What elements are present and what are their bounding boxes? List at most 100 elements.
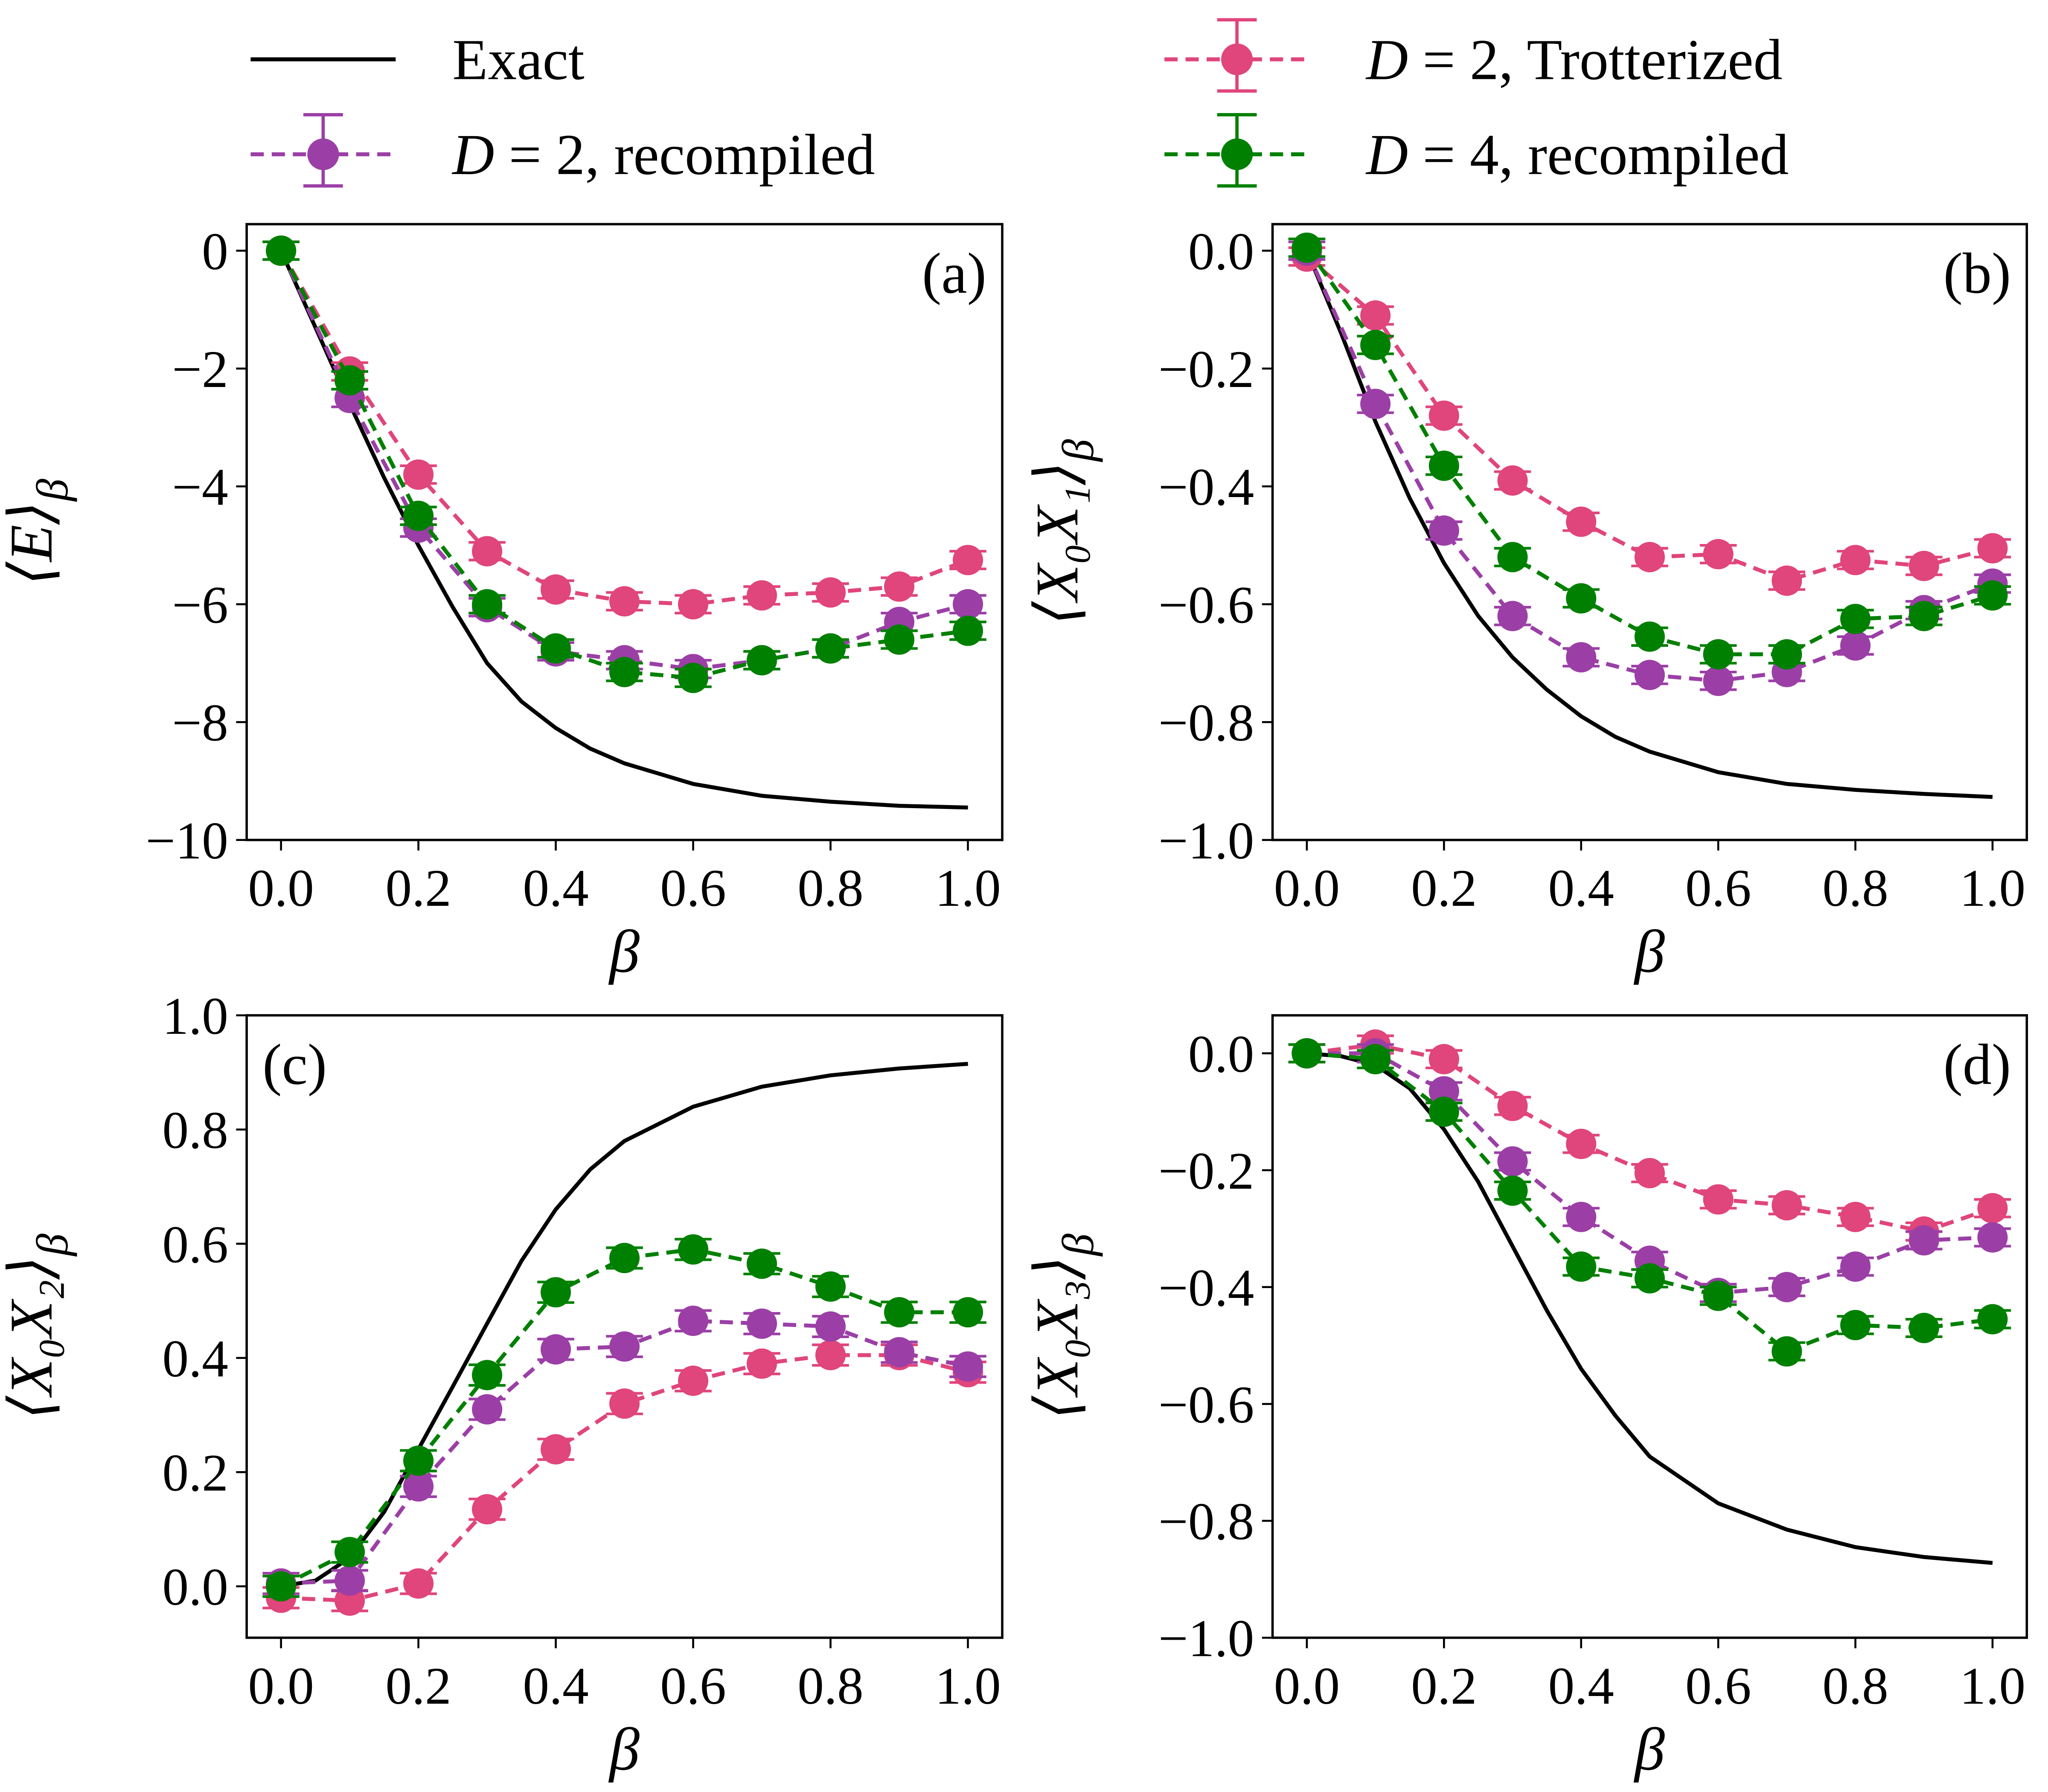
data-point [335,1537,365,1568]
data-point [266,235,297,266]
x-tick-label: 0.4 [523,859,589,917]
x-tick-label: 0.8 [797,1657,864,1715]
data-point [1772,1336,1802,1367]
x-axis-label: β [1633,1715,1665,1783]
y-tick-label: −2 [172,340,228,399]
data-point [815,1271,846,1302]
panel-label: (c) [262,1033,327,1097]
data-point [1497,542,1528,573]
panel-c: 0.0 0.2 0.4 0.6 0.8 1.00.00.20.40.60.81.0β⟨X₀… [0,987,1004,1783]
data-point [609,1242,640,1273]
y-axis-label-main: ⟨E⟩ [0,501,65,585]
data-point [541,1277,571,1308]
legend-marker [307,138,339,170]
legend-entry-d2_trotter: D = 2, Trotterized [1164,18,1783,93]
x-tick-label: 0.0 [1274,1657,1340,1715]
plot-area [262,1062,986,1616]
series-d2_trotter [262,235,986,620]
data-point [884,571,915,602]
data-point [815,577,846,608]
data-point [472,1494,503,1524]
y-tick-label: 0.0 [1188,1025,1254,1083]
panel-label: (a) [922,241,986,305]
data-point [952,1297,983,1328]
data-point [541,633,571,664]
data-point [1292,233,1322,263]
data-point [1840,604,1871,634]
y-tick-label: −8 [172,694,228,752]
panel-b: 0.0 0.2 0.4 0.6 0.8 1.0 0.0 −0.2 −0.4 −0.6 −0.8 −1.… [1023,222,2028,985]
y-axis-label-sub: β [1053,1233,1103,1257]
series-d4_recompiled [1288,1038,2011,1367]
data-point [1703,1280,1734,1311]
y-tick-label: 0.2 [162,1444,228,1502]
exact-line [280,1062,968,1588]
data-point [678,589,709,620]
data-point [678,1365,709,1396]
data-point [1497,601,1528,631]
panel-label: (d) [1943,1033,2011,1097]
data-point [1703,639,1734,670]
y-axis-label-sub: β [27,478,77,502]
data-point [1634,542,1665,573]
series-d4_recompiled [262,235,986,693]
data-point [609,1388,640,1419]
data-point [884,624,915,655]
data-point [403,500,434,531]
data-point [747,1308,777,1339]
y-axis-label: ⟨X₀X₃⟩β [1023,1233,1103,1419]
x-tick-label: 0.6 [1685,1657,1751,1715]
y-tick-label: 0.6 [162,1215,228,1274]
y-tick-label: −0.6 [1158,576,1254,634]
series-line [1306,1051,1993,1354]
data-point [609,657,640,687]
x-tick-label: 1.0 [935,859,1001,917]
series-d2_trotter [262,1340,986,1616]
series-line [1305,247,1993,657]
data-point [1428,1097,1459,1127]
y-tick-label: −0.8 [1158,694,1254,752]
x-tick-label: 0.0 [248,1657,314,1715]
data-point [335,1565,365,1596]
y-tick-label: −6 [172,576,228,634]
data-point [1908,1225,1939,1256]
legend-label: D = 4, recompiled [1365,123,1789,187]
series-line [280,1247,968,1588]
data-point [1772,565,1802,596]
data-point [1428,515,1459,546]
series-line [1306,1042,1993,1234]
legend-label-rest: = 4, recompiled [1408,123,1789,187]
panels: 0.0 0.2 0.4 0.6 0.8 1.00−2−4−6−8−10β⟨E⟩β(a)0.… [0,222,2028,1783]
legend-label: D = 2, Trotterized [1365,28,1783,92]
data-point [472,1394,503,1425]
data-point [1840,1310,1871,1341]
x-tick-label: 0.4 [1548,859,1614,917]
series-line [1305,255,1993,583]
series-line [1306,1051,1993,1295]
x-tick-label: 0.6 [660,1657,726,1715]
data-point [1840,545,1871,576]
legend-label-var: D [451,123,494,187]
data-point [1360,300,1391,331]
data-point [815,1311,846,1342]
data-point [884,1297,915,1328]
data-point [1977,1222,2008,1253]
legend-marker [1221,138,1253,170]
x-axis-label: β [608,918,640,985]
series-d2_recompiled [262,235,986,684]
legend-label-rest: = 2, recompiled [494,123,875,187]
data-point [747,1248,777,1279]
data-point [952,589,983,620]
y-axis-label-main: ⟨X₀X₁⟩ [1023,461,1091,625]
x-tick-label: 0.0 [1274,859,1340,917]
panel-d: 0.0 0.2 0.4 0.6 0.8 1.0 0.0 −0.2 −0.4 −0.6 −0.8 −1.… [1023,1014,2028,1783]
y-tick-label: −1.0 [1158,812,1254,870]
series-d4_recompiled [1288,233,2011,670]
exact-line [1305,250,1993,799]
data-point [678,1234,709,1265]
data-point [335,365,365,396]
series-line [279,250,969,606]
y-axis-label-sub: β [27,1233,77,1257]
data-point [1566,1201,1597,1232]
